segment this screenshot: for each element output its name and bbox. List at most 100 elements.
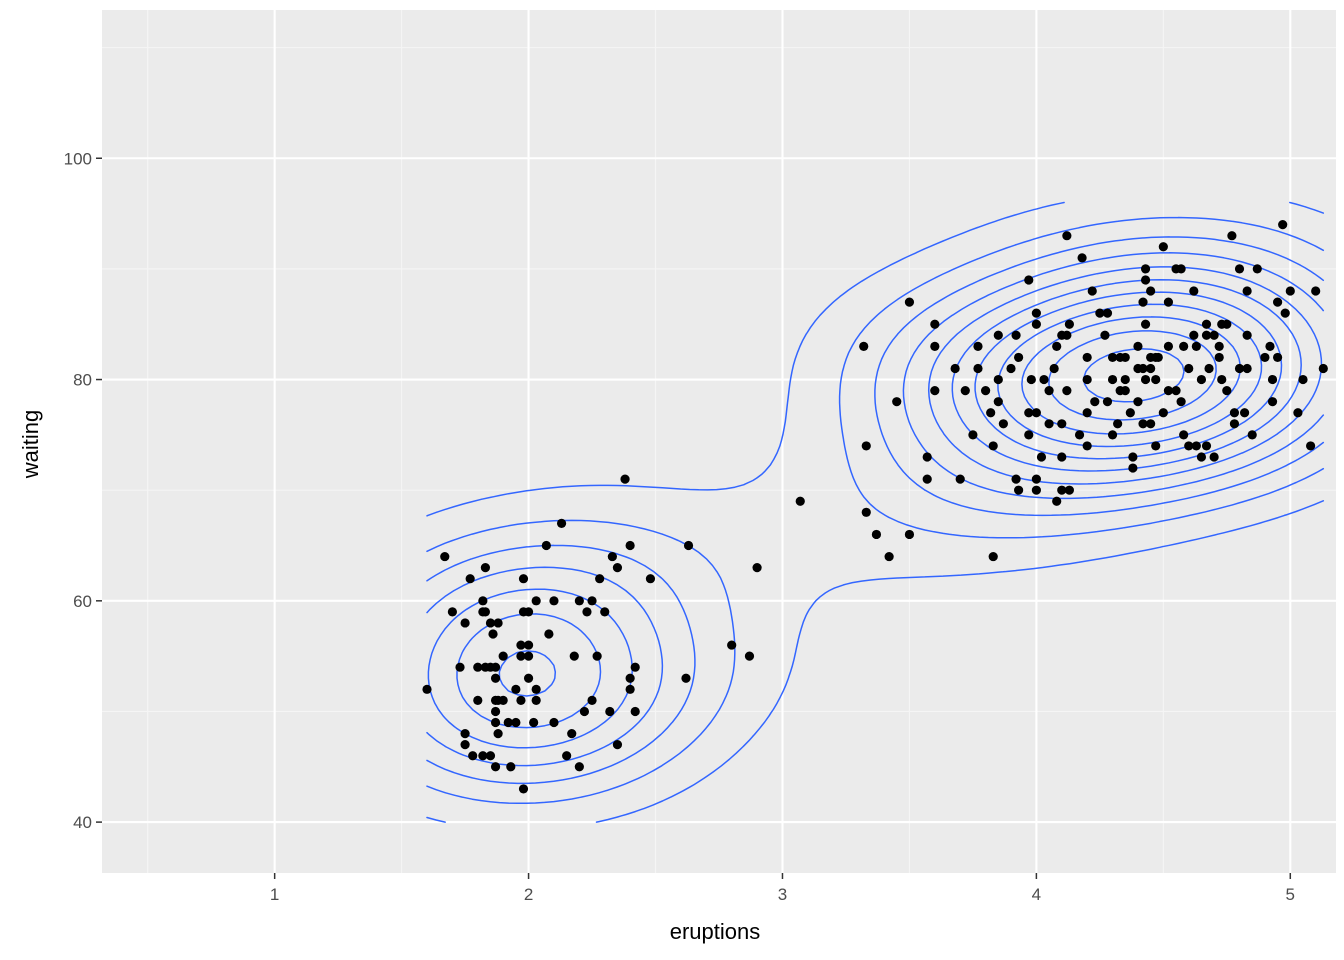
data-point <box>1217 374 1227 385</box>
data-point <box>531 596 541 606</box>
data-point <box>1214 352 1224 363</box>
data-point <box>1011 330 1021 340</box>
data-point <box>460 740 470 750</box>
data-point <box>567 728 577 739</box>
data-point <box>503 717 513 728</box>
data-point <box>1031 474 1041 484</box>
data-point <box>1095 308 1105 318</box>
data-point <box>681 673 691 683</box>
data-point <box>1052 341 1062 351</box>
data-point <box>1031 319 1041 329</box>
data-point <box>465 574 475 584</box>
data-point <box>1062 386 1072 396</box>
data-point <box>562 751 572 761</box>
data-point <box>1293 408 1303 418</box>
data-point <box>1163 386 1174 396</box>
data-point <box>1057 419 1067 429</box>
data-point <box>1201 441 1212 451</box>
data-point <box>1102 308 1113 318</box>
data-point <box>1107 352 1118 363</box>
data-point <box>1285 286 1295 296</box>
data-point <box>1191 441 1201 451</box>
data-point <box>1242 286 1252 296</box>
data-point <box>460 728 470 739</box>
data-point <box>1120 374 1130 385</box>
data-point <box>518 574 529 584</box>
data-point <box>998 419 1008 429</box>
data-point <box>595 574 605 584</box>
data-point <box>1201 319 1212 329</box>
data-point <box>744 651 755 661</box>
data-point <box>1062 330 1072 340</box>
data-point <box>1229 408 1240 418</box>
data-point <box>488 629 498 639</box>
data-point <box>1179 341 1189 351</box>
data-point <box>1062 231 1072 241</box>
data-point <box>1120 352 1130 363</box>
data-point <box>1201 330 1212 340</box>
data-point <box>473 662 483 672</box>
data-point <box>861 441 871 451</box>
data-point <box>1090 397 1100 407</box>
data-point <box>531 695 541 706</box>
data-point <box>993 397 1003 407</box>
data-point <box>587 596 597 606</box>
data-point <box>1273 352 1283 363</box>
y-tick-label: 100 <box>64 149 92 168</box>
data-point <box>582 607 592 617</box>
data-points <box>422 220 1328 794</box>
data-point <box>1125 408 1135 418</box>
data-point <box>1151 374 1161 385</box>
y-tick-label: 60 <box>73 592 92 611</box>
data-point <box>993 330 1003 340</box>
data-point <box>1265 341 1275 351</box>
data-point <box>727 640 737 650</box>
data-point <box>1064 485 1074 495</box>
data-point <box>1057 452 1067 462</box>
data-point <box>950 363 960 374</box>
data-point <box>478 596 488 606</box>
data-point <box>485 618 496 628</box>
data-point <box>988 551 998 562</box>
data-point <box>884 551 894 562</box>
data-point <box>511 717 521 728</box>
data-point <box>592 651 602 661</box>
data-point <box>1196 452 1207 462</box>
data-point <box>1128 452 1138 462</box>
x-tick-label: 2 <box>524 885 533 904</box>
contour-line <box>426 201 1325 823</box>
data-point <box>1242 330 1252 340</box>
data-point <box>460 618 470 628</box>
data-point <box>1024 408 1034 418</box>
data-point <box>1128 463 1138 473</box>
contour-line <box>426 236 1325 785</box>
data-point <box>490 717 501 728</box>
data-point <box>752 563 762 573</box>
data-point <box>960 386 970 396</box>
data-point <box>1209 452 1219 462</box>
data-point <box>973 363 983 374</box>
x-tick-label: 3 <box>778 885 787 904</box>
data-point <box>1318 363 1328 374</box>
data-point <box>795 496 805 506</box>
data-point <box>1107 430 1118 440</box>
data-point <box>1267 397 1278 407</box>
data-point <box>498 651 508 661</box>
data-point <box>1229 419 1240 429</box>
data-point <box>422 684 432 694</box>
data-point <box>1234 264 1245 274</box>
data-point <box>1031 485 1041 495</box>
contour-line <box>426 216 1325 805</box>
data-point <box>968 430 978 440</box>
y-tick-label: 40 <box>73 813 92 832</box>
data-point <box>620 474 630 484</box>
data-point <box>861 507 871 517</box>
data-point <box>1179 430 1189 440</box>
data-point <box>1214 341 1224 351</box>
data-point <box>922 474 932 484</box>
data-point <box>1311 286 1321 296</box>
data-point <box>973 341 983 351</box>
data-point <box>1234 363 1245 374</box>
data-point <box>1189 286 1199 296</box>
data-point <box>1036 452 1047 462</box>
